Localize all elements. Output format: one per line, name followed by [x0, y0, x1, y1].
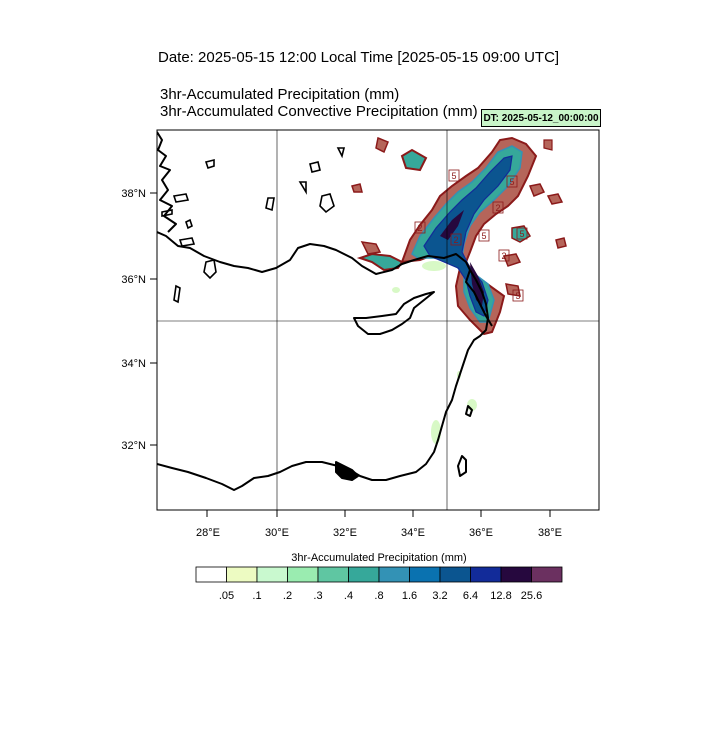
coast-syria-inland: [465, 269, 493, 327]
island-lake-1: [309, 161, 321, 173]
lat-label-32n: 32°N: [121, 440, 146, 452]
coast-turkey-south: [157, 231, 471, 275]
colorbar-label: 6.4: [463, 590, 478, 602]
colorbar-label: 1.6: [402, 590, 417, 602]
colorbar-label: .1: [252, 590, 261, 602]
colorbar-swatch: [226, 566, 258, 583]
colorbar-swatch: [531, 566, 563, 583]
colorbar-swatch: [378, 566, 410, 583]
island-lake-4: [265, 197, 275, 212]
colorbar-title: 3hr-Accumulated Precipitation (mm): [291, 552, 466, 564]
coast-nile-delta: [335, 461, 359, 481]
lat-axis: 38°N 36°N 34°N 32°N: [121, 188, 157, 452]
convective-cell-n1: [351, 183, 363, 193]
colorbar-swatch: [256, 566, 288, 583]
contour-label: 2: [495, 203, 500, 213]
coast-lake-tiberias: [465, 405, 473, 417]
coast-dead-sea: [457, 455, 467, 477]
colorbar-swatch: [470, 566, 502, 583]
convective-cell-w1: [360, 241, 382, 255]
contour-label: 5: [481, 231, 486, 241]
colorbar-label: .8: [374, 590, 383, 602]
island-rhodes: [203, 259, 217, 280]
colorbar-swatch: [195, 566, 227, 583]
title-precipitation: 3hr-Accumulated Precipitation (mm): [160, 86, 400, 103]
lon-label-30e: 30°E: [265, 527, 289, 539]
coast-levant: [157, 269, 489, 491]
title-convective-precipitation: 3hr-Accumulated Convective Precipitation…: [160, 103, 478, 120]
date-line: Date: 2025-05-15 12:00 Local Time [2025-…: [158, 49, 560, 66]
aegean-islands: [161, 147, 346, 304]
colorbar-label: .3: [313, 590, 322, 602]
contour-label-box: [414, 221, 426, 234]
contour-label-box: [448, 169, 460, 182]
island-lake-2: [319, 193, 335, 214]
contour-label: 5: [451, 171, 456, 181]
colorbar: 3hr-Accumulated Precipitation (mm) .05 .1…: [195, 552, 563, 602]
lat-label-36n: 36°N: [121, 274, 146, 286]
colorbar-swatch: [500, 566, 532, 583]
convective-cell-e4: [555, 237, 567, 249]
contour-label-box: [506, 175, 518, 188]
lon-axis: 28°E 30°E 32°E 34°E 36°E 38°E: [196, 510, 562, 539]
convective-cell-e2: [546, 193, 564, 205]
contour-label: 2: [501, 251, 506, 261]
convective-cell-n2: [543, 139, 553, 151]
colorbar-label: .2: [283, 590, 292, 602]
island-lake-6: [298, 181, 307, 195]
contour-labels: 5 5 2 5 2 5 2 5 2: [414, 169, 528, 302]
contour-label: 5: [515, 291, 520, 301]
contour-label-box: [450, 233, 462, 246]
contour-label-box: [498, 249, 510, 262]
island-leros: [185, 218, 193, 230]
colorbar-swatch: [439, 566, 471, 583]
convective-cell-ne2: [375, 136, 389, 154]
lon-label-34e: 34°E: [401, 527, 425, 539]
convective-cell-e1: [528, 183, 546, 197]
island-lake-5: [204, 158, 215, 170]
contour-label-box: [516, 227, 528, 240]
island-kos: [178, 237, 196, 247]
colorbar-label: 3.2: [432, 590, 447, 602]
contour-label-box: [492, 201, 504, 214]
island-lake-3: [336, 147, 346, 159]
colorbar-swatches: [195, 566, 563, 583]
lon-label-36e: 36°E: [469, 527, 493, 539]
island-samos: [172, 193, 190, 203]
contour-label: 5: [519, 229, 524, 239]
island-ikaria: [161, 209, 173, 217]
contour-label-box: [512, 289, 524, 302]
lon-label-32e: 32°E: [333, 527, 357, 539]
lon-label-28e: 28°E: [196, 527, 220, 539]
colorbar-swatch: [317, 566, 349, 583]
colorbar-swatch: [409, 566, 441, 583]
colorbar-label: 25.6: [521, 590, 542, 602]
graticule: [157, 130, 599, 510]
lon-label-38e: 38°E: [538, 527, 562, 539]
convective-cell-ne1: [400, 148, 428, 172]
lat-label-34n: 34°N: [121, 358, 146, 370]
convective-cell-e5: [502, 253, 522, 267]
contour-label: 2: [453, 235, 458, 245]
contour-label-box: [478, 229, 490, 242]
lat-label-38n: 38°N: [121, 188, 146, 200]
map-area: 5 5 2 5 2 5 2 5 2: [157, 130, 599, 510]
colorbar-swatch: [287, 566, 319, 583]
colorbar-label: .4: [344, 590, 353, 602]
colorbar-labels: .05 .1 .2 .3 .4 .8 1.6 3.2 6.4 12.8 25.6: [219, 590, 542, 602]
map-border: [156, 129, 600, 511]
colorbar-swatch: [348, 566, 380, 583]
colorbar-label: .05: [219, 590, 234, 602]
coast-cyprus: [353, 291, 435, 335]
island-karpathos: [173, 284, 181, 304]
colorbar-label: 12.8: [490, 590, 511, 602]
contour-label: 5: [509, 177, 514, 187]
contour-label: 2: [417, 223, 422, 233]
dt-badge: DT: 2025-05-12_00:00:00: [481, 109, 601, 127]
